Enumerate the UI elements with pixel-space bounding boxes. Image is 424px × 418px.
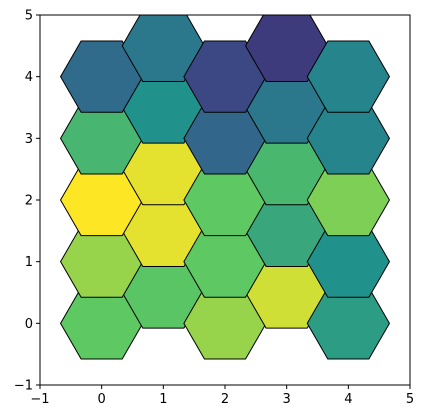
hex-cell-22 <box>183 40 267 113</box>
y-tick-label: 1 <box>25 255 33 270</box>
x-tick-label: 3 <box>283 392 291 407</box>
x-axis: −1 0 1 2 3 4 5 <box>30 385 414 407</box>
hex-cells <box>59 15 391 360</box>
y-tick-label: 3 <box>25 132 33 147</box>
y-axis: −1 0 1 2 3 4 5 <box>14 9 40 394</box>
x-tick-label: 2 <box>221 392 229 407</box>
hex-cell-21 <box>121 15 206 82</box>
x-tick-label: −1 <box>30 392 49 407</box>
x-tick-label: 0 <box>98 392 106 407</box>
y-tick-label: 4 <box>25 70 33 85</box>
hex-cell-24 <box>306 40 391 113</box>
hex-cell-20 <box>59 40 144 113</box>
hex-cell-23 <box>244 15 329 82</box>
y-tick-label: −1 <box>14 379 33 394</box>
x-tick-label: 5 <box>406 392 414 407</box>
y-tick-label: 2 <box>25 194 33 209</box>
y-tick-label: 5 <box>25 9 33 24</box>
x-tick-label: 1 <box>159 392 167 407</box>
y-tick-label: 0 <box>25 317 33 332</box>
x-tick-label: 4 <box>344 392 352 407</box>
